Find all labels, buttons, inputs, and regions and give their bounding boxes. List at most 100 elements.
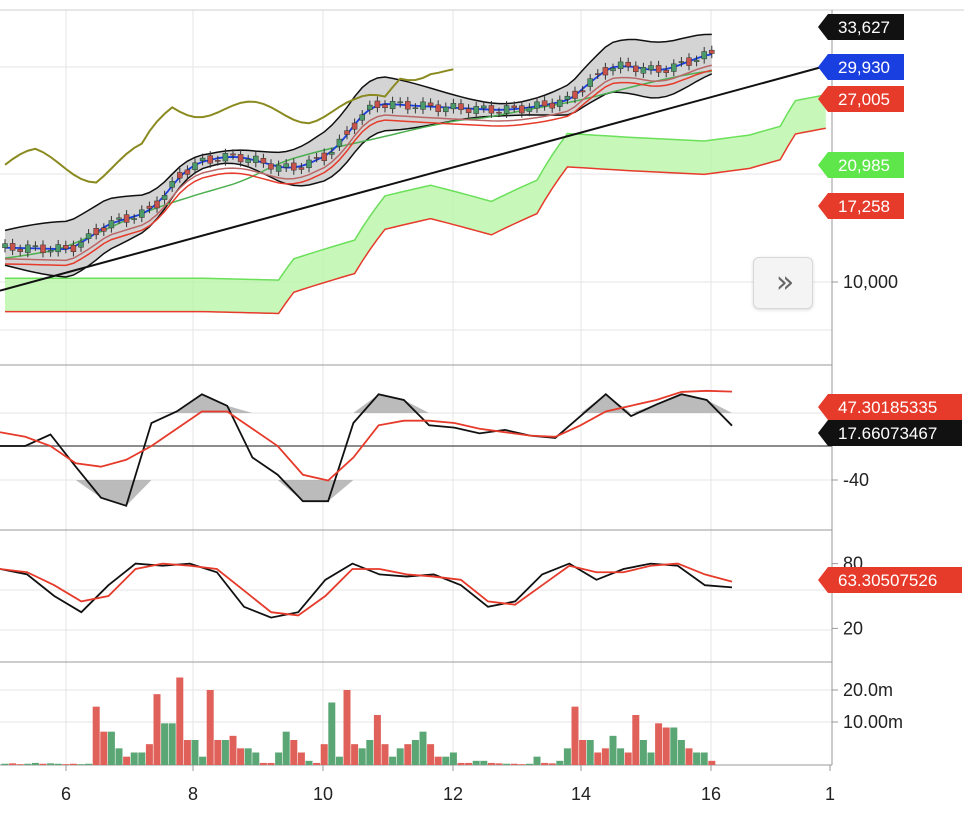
volume-bar xyxy=(404,744,412,765)
candle-body xyxy=(253,155,259,163)
candle-body xyxy=(70,244,77,252)
candle-body xyxy=(648,65,654,71)
candle-body xyxy=(709,49,715,54)
candle-body xyxy=(435,104,441,112)
volume-bar xyxy=(24,763,32,765)
chevron-double-right-icon: » xyxy=(775,265,794,300)
x-tick-label: 8 xyxy=(188,784,198,804)
candle-body xyxy=(686,57,692,66)
candle-body xyxy=(427,102,434,106)
candle-body xyxy=(389,101,396,110)
candle-body xyxy=(78,241,84,248)
volume-bar xyxy=(54,763,62,765)
oscillator-fill-upper xyxy=(0,394,732,413)
candle-body xyxy=(595,73,601,75)
x-tick-label: 16 xyxy=(701,784,721,804)
value-tag-shape xyxy=(818,14,904,40)
oscillator-1-value-tag: 47.30185335 xyxy=(818,394,962,420)
volume-bar xyxy=(548,763,556,765)
bollinger-upper xyxy=(4,33,712,232)
volume-bar xyxy=(655,723,663,765)
moving-average-long xyxy=(4,70,712,259)
volume-bar xyxy=(176,677,184,765)
volume-panel xyxy=(1,677,716,765)
volume-bar xyxy=(457,762,465,765)
candle-body xyxy=(351,122,358,130)
candle-body xyxy=(139,209,145,218)
value-tag-label: 47.30185335 xyxy=(838,398,937,417)
oscillator-2-signal xyxy=(0,562,733,617)
price-panel xyxy=(0,33,833,315)
value-tag-label: 27,005 xyxy=(838,90,890,109)
candle-body xyxy=(85,233,92,239)
volume-bar xyxy=(624,752,632,765)
candle-body xyxy=(101,227,107,232)
volume-bar xyxy=(601,748,609,765)
candle-body xyxy=(511,105,517,108)
volume-bar xyxy=(594,752,602,765)
volume-bar xyxy=(343,690,351,765)
volume-bar xyxy=(39,763,47,765)
candle-body xyxy=(503,105,510,114)
candle-body xyxy=(237,154,244,163)
candle-body xyxy=(473,106,479,114)
volume-bar xyxy=(427,744,435,765)
value-tag-label: 63.30507526 xyxy=(838,571,937,590)
volume-bar xyxy=(282,731,290,765)
candle-body xyxy=(9,243,16,251)
value-tag-shape xyxy=(818,394,962,420)
price-value-tag: 20,985 xyxy=(818,152,904,178)
volume-bar xyxy=(366,740,374,765)
price-value-tag: 27,005 xyxy=(818,86,904,112)
candle-body xyxy=(405,101,411,110)
volume-bar xyxy=(115,748,123,765)
candle-body xyxy=(481,105,487,109)
volume-bar xyxy=(495,763,503,765)
volume-bar xyxy=(85,763,93,765)
volume-bar xyxy=(449,752,457,765)
value-tag-label: 17,258 xyxy=(838,197,890,216)
candle-body xyxy=(549,102,555,109)
x-tick-label: 10 xyxy=(313,784,333,804)
price-value-tag: 33,627 xyxy=(818,14,904,40)
candle-body xyxy=(678,61,685,63)
volume-bar xyxy=(138,752,146,765)
volume-bar xyxy=(662,727,670,765)
volume-bar xyxy=(442,756,450,765)
volume-bar xyxy=(153,694,161,765)
candle-body xyxy=(230,153,236,156)
volume-bar xyxy=(525,763,533,765)
volume-bar xyxy=(480,760,488,765)
volume-bar xyxy=(244,748,252,765)
candle-body xyxy=(268,163,274,170)
candle-body xyxy=(701,51,707,60)
candle-body xyxy=(443,106,449,113)
volume-bar xyxy=(419,731,427,765)
candle-body xyxy=(496,111,502,114)
candle-body xyxy=(465,108,472,113)
candle-body xyxy=(693,59,700,62)
volume-bar xyxy=(16,764,24,765)
volume-bar xyxy=(62,764,70,765)
value-tag-label: 17.66073467 xyxy=(838,424,937,443)
volume-bar xyxy=(700,752,708,765)
volume-bar xyxy=(465,762,473,765)
volume-bar xyxy=(328,702,336,765)
candle-body xyxy=(25,244,31,253)
volume-bar xyxy=(214,740,222,765)
value-tag-label: 33,627 xyxy=(838,18,890,37)
volume-bar xyxy=(183,740,191,765)
candle-body xyxy=(602,67,609,76)
scroll-right-button[interactable]: » xyxy=(753,257,813,309)
volume-bar xyxy=(305,760,313,765)
cloud-span-a xyxy=(5,94,826,281)
volume-bar xyxy=(632,715,640,765)
volume-tick-label: 20.0m xyxy=(843,680,893,700)
volume-bar xyxy=(647,752,655,765)
candle-body xyxy=(17,248,23,252)
oscillator-1-value-tag: 17.66073467 xyxy=(818,420,962,446)
candle-body xyxy=(47,250,54,253)
candle-body xyxy=(519,105,525,114)
volume-bar xyxy=(267,762,275,765)
